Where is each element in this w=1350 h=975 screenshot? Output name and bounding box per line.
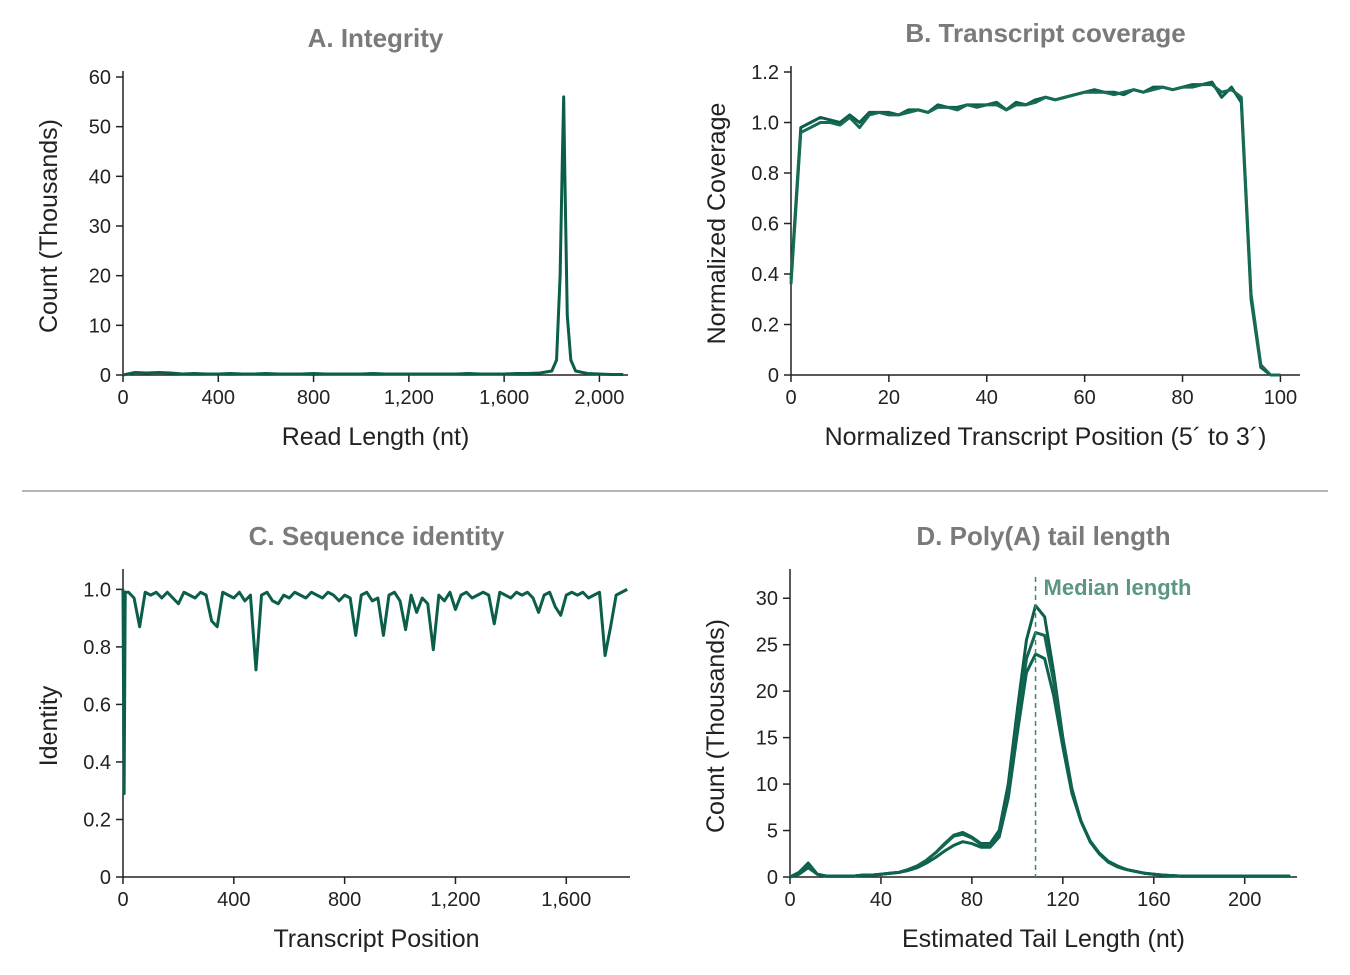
y-tick-label: 5: [767, 821, 778, 843]
y-tick-label: 25: [756, 635, 778, 657]
y-tick-label: 0.2: [751, 315, 779, 337]
y-tick-label: 0: [100, 365, 111, 387]
y-axis-label: Count (Thousands): [35, 119, 63, 333]
x-tick-label: 1,600: [479, 387, 529, 409]
y-tick-label: 60: [89, 67, 111, 89]
x-axis-label: Read Length (nt): [282, 423, 470, 451]
panel-title: D. Poly(A) tail length: [916, 521, 1170, 551]
series-line: [789, 83, 1281, 377]
x-tick-label: 100: [1264, 387, 1297, 409]
y-tick-label: 30: [756, 588, 778, 610]
x-tick-label: 0: [117, 387, 128, 409]
x-tick-label: 160: [1137, 889, 1170, 911]
x-tick-label: 1,200: [430, 889, 480, 911]
y-tick-label: 15: [756, 728, 778, 750]
y-tick-label: 20: [756, 681, 778, 703]
panel-title: A. Integrity: [308, 23, 444, 53]
x-tick-label: 60: [1074, 387, 1096, 409]
series-line: [122, 95, 624, 377]
y-tick-label: 10: [756, 774, 778, 796]
x-tick-label: 800: [328, 889, 361, 911]
y-tick-label: 0.4: [751, 264, 779, 286]
x-tick-label: 80: [1171, 387, 1193, 409]
x-tick-label: 20: [878, 387, 900, 409]
x-tick-label: 0: [785, 387, 796, 409]
x-tick-label: 200: [1228, 889, 1261, 911]
y-tick-label: 0.6: [83, 694, 111, 716]
y-tick-label: 10: [89, 315, 111, 337]
y-tick-label: 0.8: [751, 163, 779, 185]
x-axis-label: Transcript Position: [273, 925, 479, 953]
y-axis-label: Normalized Coverage: [703, 103, 731, 345]
x-tick-label: 120: [1046, 889, 1079, 911]
y-tick-label: 0: [100, 867, 111, 889]
x-tick-label: 40: [976, 387, 998, 409]
y-tick-label: 1.0: [83, 579, 111, 601]
series-line: [121, 588, 628, 796]
series-line: [789, 652, 1291, 879]
y-tick-label: 40: [89, 166, 111, 188]
y-tick-label: 30: [89, 216, 111, 238]
x-tick-label: 1,600: [541, 889, 591, 911]
y-tick-label: 0.4: [83, 752, 111, 774]
x-tick-label: 400: [217, 889, 250, 911]
y-tick-label: 0: [768, 365, 779, 387]
y-tick-label: 1.2: [751, 62, 779, 84]
x-tick-label: 2,000: [574, 387, 624, 409]
panel-title: B. Transcript coverage: [905, 18, 1185, 48]
y-tick-label: 1.0: [751, 113, 779, 135]
y-tick-label: 0.6: [751, 214, 779, 236]
panel-title: C. Sequence identity: [249, 521, 505, 551]
y-axis-label: Identity: [35, 685, 63, 766]
series-line: [789, 604, 1291, 879]
series-line: [789, 631, 1291, 879]
x-tick-label: 80: [961, 889, 983, 911]
series-line: [789, 80, 1281, 377]
y-tick-label: 20: [89, 266, 111, 288]
x-axis-label: Estimated Tail Length (nt): [902, 925, 1185, 953]
x-tick-label: 0: [784, 889, 795, 911]
y-tick-label: 0: [767, 867, 778, 889]
y-tick-label: 0.2: [83, 809, 111, 831]
x-tick-label: 1,200: [384, 387, 434, 409]
x-tick-label: 400: [202, 387, 235, 409]
y-tick-label: 50: [89, 117, 111, 139]
x-tick-label: 800: [297, 387, 330, 409]
x-tick-label: 0: [117, 889, 128, 911]
y-axis-label: Count (Thousands): [702, 619, 730, 833]
x-tick-label: 40: [870, 889, 892, 911]
y-tick-label: 0.8: [83, 637, 111, 659]
x-axis-label: Normalized Transcript Position (5´ to 3´…: [825, 423, 1267, 451]
annotation: Median length: [1044, 575, 1192, 600]
